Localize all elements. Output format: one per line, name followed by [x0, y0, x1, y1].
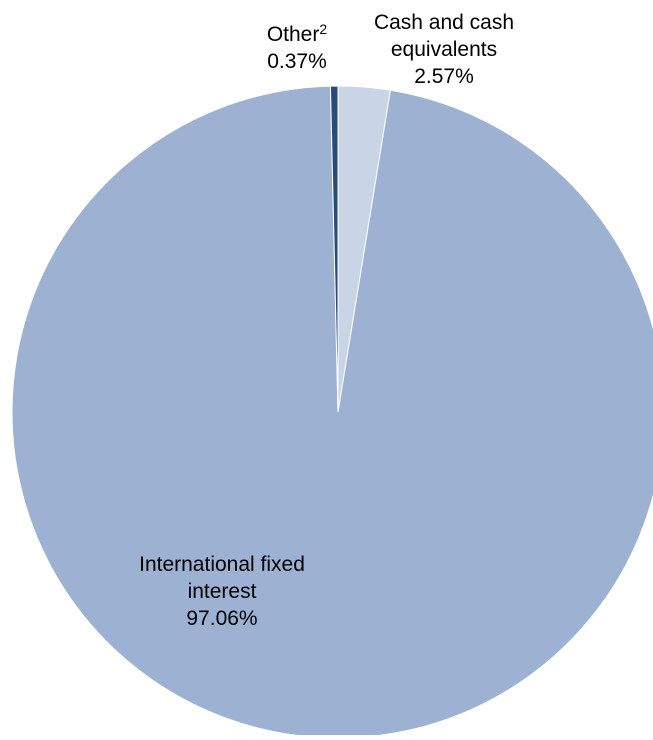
data-label-value: 97.06% — [186, 607, 257, 630]
data-label-international-fixed-interest: International fixed interest 97.06% — [139, 553, 305, 630]
data-label-other: Other2 0.37% — [267, 21, 328, 73]
pie-slice-other — [329, 85, 339, 413]
data-label-line: Cash and cash — [374, 11, 514, 34]
pie-slices — [11, 85, 653, 739]
data-label-line: International fixed — [139, 553, 305, 576]
data-label-line: interest — [188, 580, 257, 603]
data-label-line: equivalents — [391, 38, 497, 61]
pie-labels: Cash and cash equivalents 2.57% Internation… — [139, 11, 514, 630]
data-label-superscript: 2 — [319, 21, 327, 37]
data-label-value: 0.37% — [267, 50, 327, 73]
data-label-value: 2.57% — [414, 65, 474, 88]
data-label-line: Other — [267, 23, 320, 46]
data-label-cash-and-cash-equivalents: Cash and cash equivalents 2.57% — [374, 11, 514, 88]
